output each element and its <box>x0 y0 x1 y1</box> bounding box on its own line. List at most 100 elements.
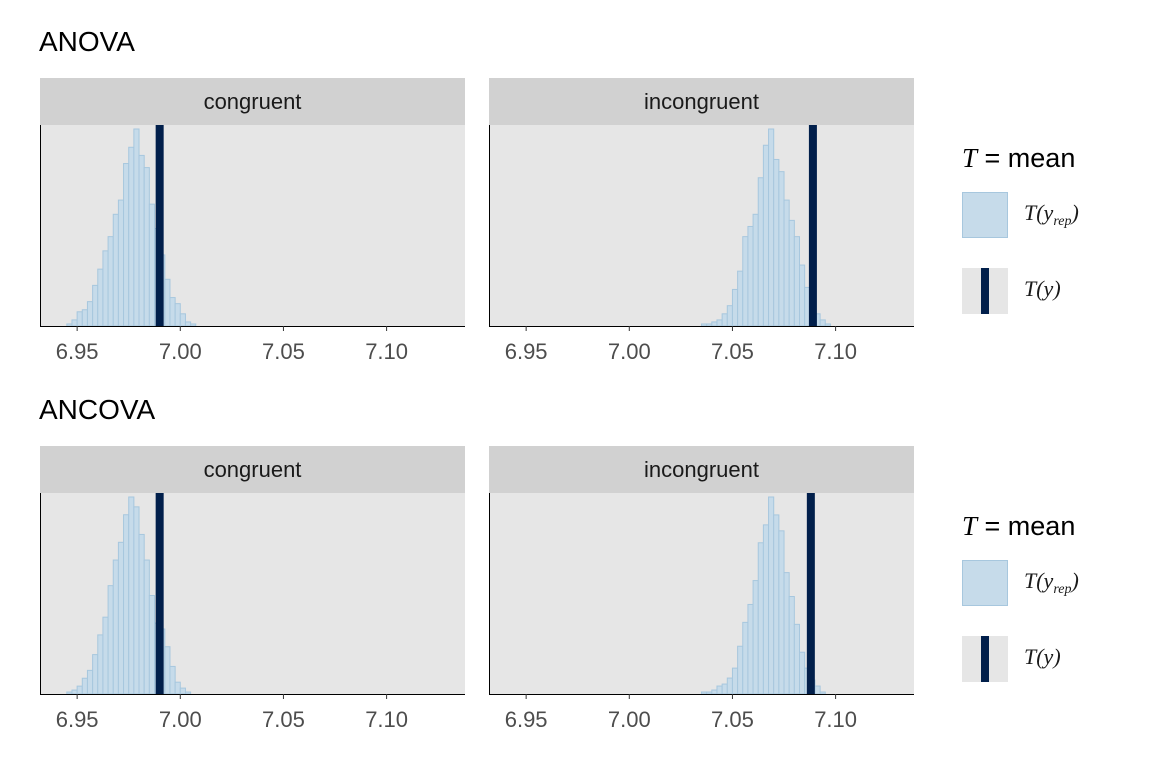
histogram-bar <box>148 203 156 327</box>
histogram-bar <box>788 219 795 327</box>
x-tick-label: 7.10 <box>365 707 408 732</box>
block-title: ANCOVA <box>39 394 156 425</box>
histogram-bar <box>742 621 749 695</box>
x-tick-label: 6.95 <box>56 707 99 732</box>
histogram-bar <box>66 691 73 695</box>
x-tick-label: 6.95 <box>505 339 548 364</box>
histogram-bar <box>711 689 718 695</box>
observed-line <box>155 493 164 694</box>
histogram-bar <box>731 288 739 327</box>
histogram-bar <box>138 533 145 695</box>
histogram-bar <box>773 514 780 695</box>
x-tick-label: 7.05 <box>262 339 305 364</box>
histogram-bar <box>716 319 723 327</box>
x-tick-label: 7.05 <box>262 707 305 732</box>
histogram-bar <box>143 559 150 695</box>
histogram-bar <box>128 146 135 327</box>
histogram-bar <box>711 321 718 327</box>
histogram-bar <box>169 297 176 327</box>
x-tick-label: 7.10 <box>814 707 857 732</box>
panel-background <box>489 493 914 694</box>
histogram-bar <box>179 313 186 327</box>
histogram-bar <box>706 323 713 327</box>
histogram-bar <box>174 303 181 327</box>
histogram-bar <box>793 623 800 695</box>
legend-title: T = mean <box>962 511 1076 541</box>
x-tick-label: 6.95 <box>56 339 99 364</box>
histogram-bar <box>737 645 744 695</box>
histogram-bar <box>747 603 754 695</box>
histogram-bar <box>71 689 78 695</box>
histogram-bar <box>706 691 713 695</box>
x-tick-label: 7.10 <box>814 339 857 364</box>
legend-title: T = mean <box>962 143 1076 173</box>
histogram-panel: 6.95 7.00 7.05 7.10 <box>489 125 914 364</box>
histogram-bar <box>107 585 114 695</box>
histogram-bar <box>726 677 733 695</box>
histogram-bar <box>164 278 171 327</box>
histogram-bar <box>123 514 130 695</box>
histogram-bar <box>737 270 744 327</box>
histogram-bar <box>97 268 104 327</box>
histogram-bar <box>102 250 109 327</box>
histogram-bar <box>768 496 775 695</box>
x-tick-label: 7.00 <box>159 339 202 364</box>
histogram-panel: 6.95 7.00 7.05 7.10 <box>40 493 465 732</box>
histogram-bar <box>164 646 171 695</box>
x-tick-label: 7.00 <box>159 707 202 732</box>
x-tick-label: 6.95 <box>505 707 548 732</box>
histogram-bar <box>819 691 826 695</box>
histogram-bar <box>778 171 785 327</box>
histogram-bar <box>783 199 790 327</box>
histogram-bar <box>798 264 806 327</box>
panel-background <box>489 125 914 326</box>
x-tick-label: 7.05 <box>711 339 754 364</box>
legend: T = mean T(yrep) T(y) <box>962 142 1142 314</box>
legend-label-yrep: T(yrep) <box>1024 568 1079 598</box>
histogram-panel: 6.95 7.00 7.05 7.10 <box>40 125 465 364</box>
histogram-bar <box>721 313 728 327</box>
x-tick-label: 7.00 <box>608 707 651 732</box>
legend-item-y: T(y) <box>962 268 1142 314</box>
histogram-bar <box>742 236 749 327</box>
histogram-bar <box>731 667 739 695</box>
histogram-bar <box>117 541 125 695</box>
histogram-bar <box>123 163 130 327</box>
histogram-bar <box>76 311 83 327</box>
histogram-bar <box>133 128 140 327</box>
histogram-bar <box>102 616 109 695</box>
x-tick-label: 7.05 <box>711 707 754 732</box>
histogram-bar <box>814 685 821 695</box>
legend-label-yrep: T(yrep) <box>1024 200 1079 230</box>
legend-key-yrep <box>962 560 1008 606</box>
facet-strip-congruent: congruent <box>40 446 465 493</box>
histogram-bar <box>117 199 125 327</box>
histogram-bar <box>143 167 150 327</box>
legend-key-y <box>962 268 1008 314</box>
histogram-bar <box>752 213 759 327</box>
histogram-bar <box>747 225 754 327</box>
histogram-bar <box>701 323 708 327</box>
legend: T = mean T(yrep) T(y) <box>962 510 1142 682</box>
legend-key-yrep <box>962 192 1008 238</box>
histogram-bar <box>190 323 197 327</box>
histogram-bar <box>107 236 114 327</box>
histogram-bar <box>81 309 88 327</box>
legend-label-y: T(y) <box>1024 276 1061 301</box>
legend-label-y: T(y) <box>1024 644 1061 669</box>
histogram-bar <box>752 580 759 695</box>
histogram-bar <box>768 128 775 327</box>
histogram-bar <box>81 677 88 695</box>
histogram-bar <box>793 236 800 327</box>
histogram-bar <box>179 687 186 695</box>
histogram-bar <box>788 595 795 695</box>
histogram-bar <box>112 559 119 695</box>
facet-strip-congruent: congruent <box>40 78 465 125</box>
histogram-bar <box>184 321 192 327</box>
histogram-bar <box>721 683 728 695</box>
legend-key-y <box>962 636 1008 682</box>
histogram-bar <box>112 213 119 327</box>
histogram-bar <box>92 284 99 327</box>
histogram-bar <box>92 654 99 695</box>
histogram-bar <box>76 685 83 695</box>
